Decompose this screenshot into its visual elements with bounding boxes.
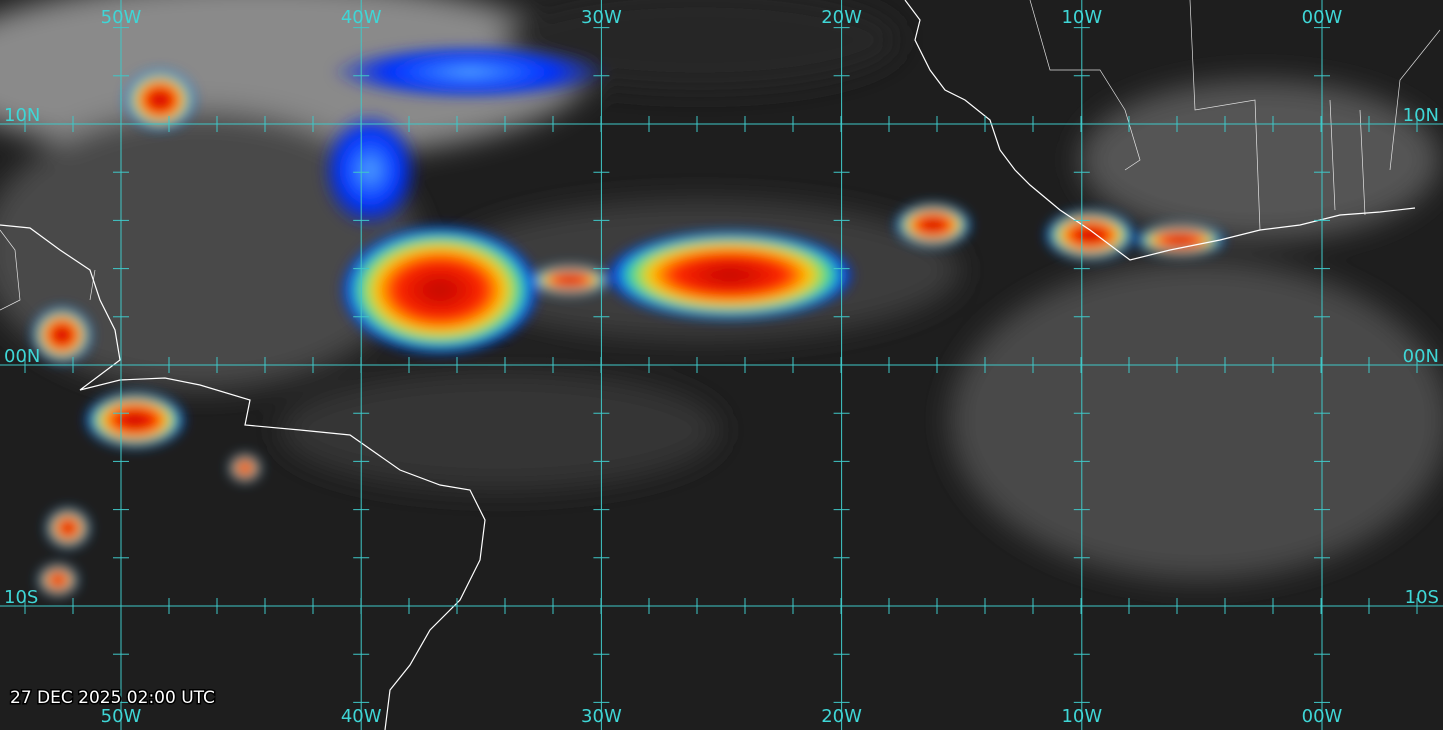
convection xyxy=(32,44,1225,596)
longitude-label: 20W xyxy=(821,706,862,727)
longitude-label: 30W xyxy=(581,7,622,28)
latitude-label: 10S xyxy=(1405,587,1439,608)
longitude-label: 40W xyxy=(341,7,382,28)
latitude-label: 00N xyxy=(4,346,40,367)
timestamp: 27 DEC 2025 02:00 UTC xyxy=(10,688,215,708)
longitude-label: 20W xyxy=(821,7,862,28)
latitude-label: 10N xyxy=(1403,105,1439,126)
longitude-label: 10W xyxy=(1061,706,1102,727)
longitude-label: 10W xyxy=(1061,7,1102,28)
latitude-label: 00N xyxy=(1403,346,1439,367)
longitude-label: 50W xyxy=(101,706,142,727)
longitude-label: 00W xyxy=(1302,7,1343,28)
latitude-label: 10S xyxy=(4,587,38,608)
borders xyxy=(0,0,1441,311)
longitude-label: 40W xyxy=(341,706,382,727)
longitude-label: 50W xyxy=(101,7,142,28)
longitude-label: 30W xyxy=(581,706,622,727)
latitude-label: 10N xyxy=(4,105,40,126)
longitude-label: 00W xyxy=(1302,706,1343,727)
cloud-cover xyxy=(0,0,1443,580)
